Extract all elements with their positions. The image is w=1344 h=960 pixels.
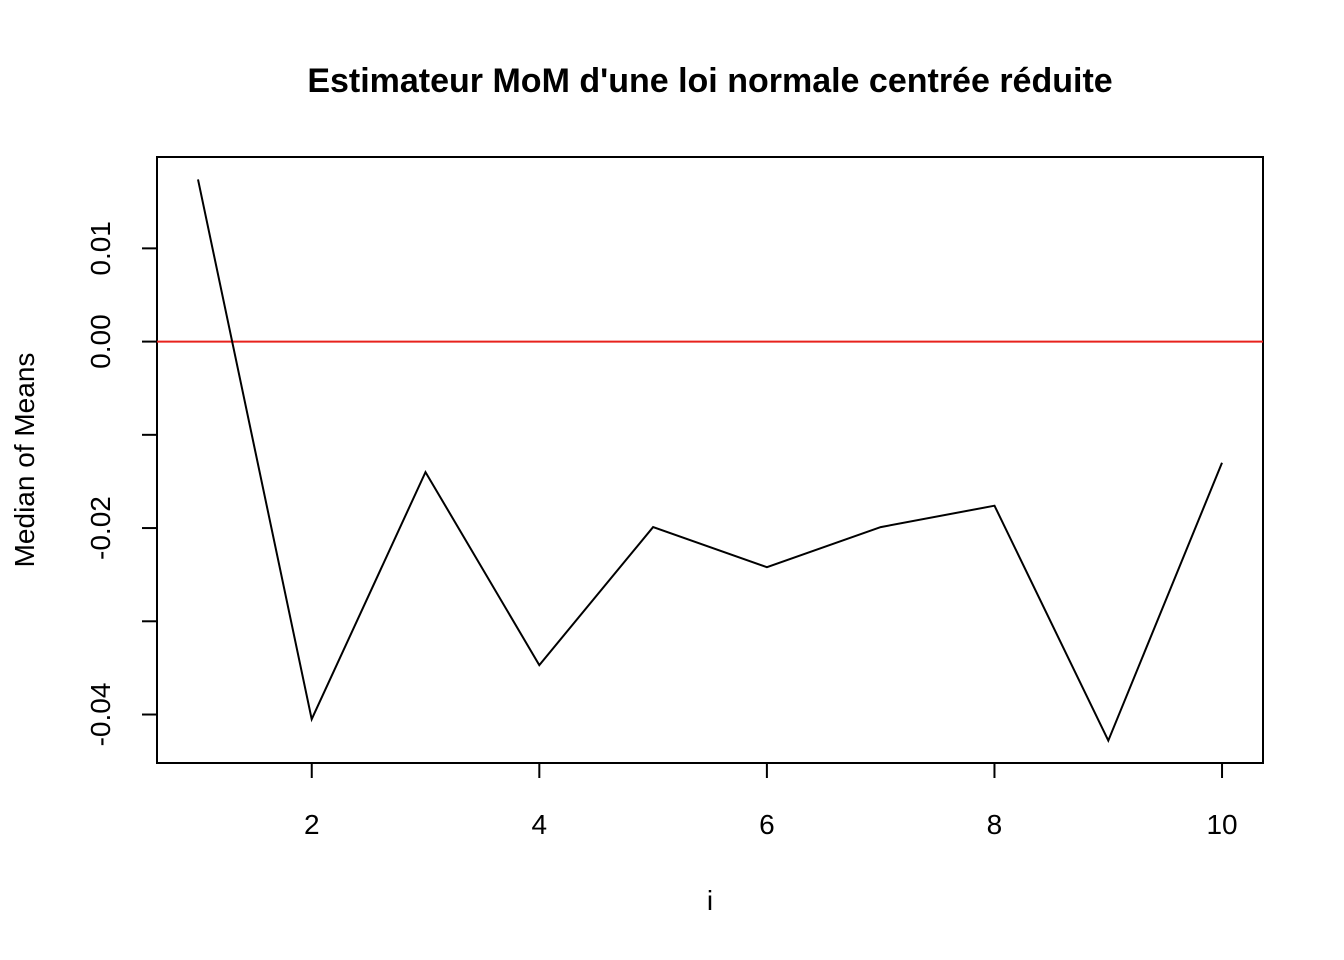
y-axis-label: Median of Means — [9, 353, 40, 568]
x-tick-label: 6 — [759, 809, 775, 840]
y-tick-label: 0.01 — [85, 221, 116, 276]
x-axis-label: i — [707, 885, 713, 916]
x-axis: 2 4 6 8 10 — [304, 762, 1238, 840]
series-line — [197, 179, 1223, 744]
plot-frame — [156, 156, 1264, 764]
x-tick-label: 4 — [532, 809, 548, 840]
x-tick-label: 8 — [987, 809, 1003, 840]
y-tick-label: -0.02 — [85, 496, 116, 560]
chart-title: Estimateur MoM d'une loi normale centrée… — [307, 62, 1112, 100]
y-tick-label: -0.04 — [85, 683, 116, 747]
plot-content — [157, 179, 1263, 744]
x-tick-label: 2 — [304, 809, 320, 840]
x-tick-label: 10 — [1206, 809, 1237, 840]
y-axis: -0.04 -0.02 0.00 0.01 — [85, 221, 158, 747]
y-tick-label: 0.00 — [85, 314, 116, 369]
